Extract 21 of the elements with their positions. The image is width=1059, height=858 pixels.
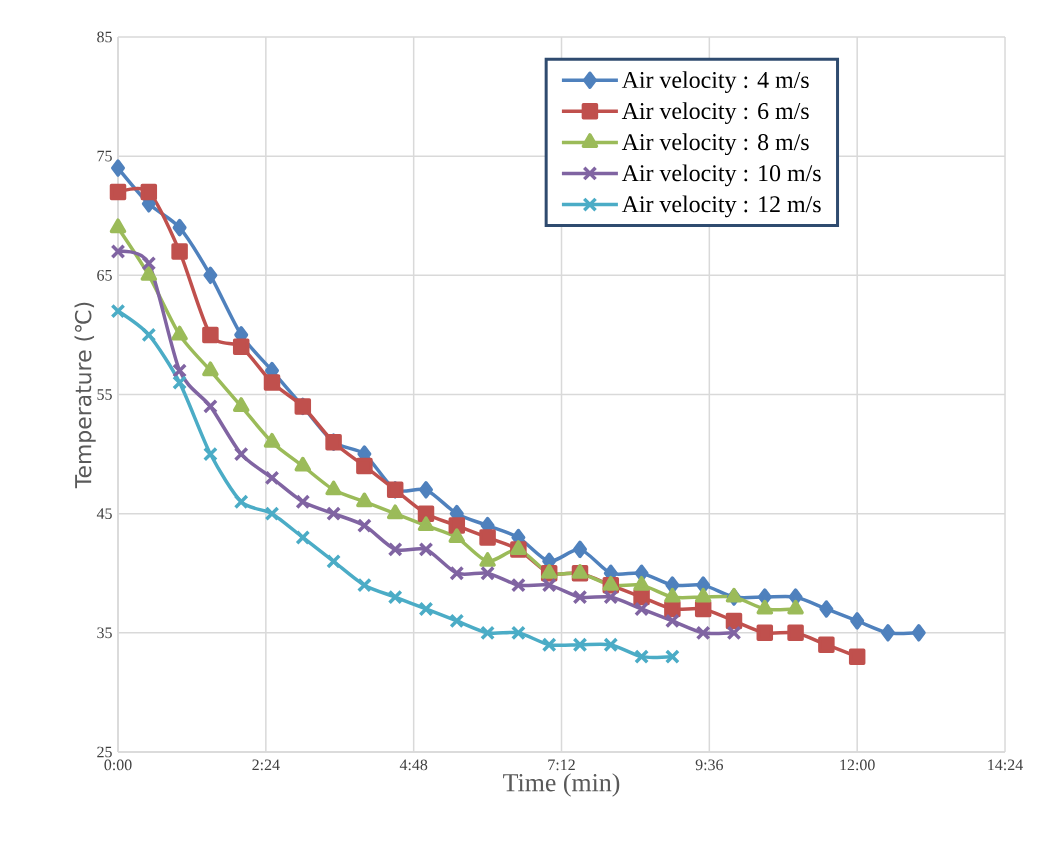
x-tick-label: 9:36	[695, 759, 724, 771]
x-tick-label: 4:48	[399, 759, 428, 771]
y-tick-label: 25	[97, 746, 112, 758]
legend-label: Air velocity : 12 m/s	[621, 195, 821, 218]
x-tick-label: 14:24	[988, 759, 1023, 771]
legend-label: Air velocity : 10 m/s	[621, 164, 821, 187]
legend-label: Air velocity : 4 m/s	[621, 71, 809, 93]
y-tick-label: 45	[96, 508, 112, 519]
y-tick-label: 55	[97, 389, 112, 400]
x-tick-label: 0:00	[104, 759, 132, 771]
y-tick-label: 65	[97, 269, 112, 281]
y-tick-label: 35	[97, 627, 112, 639]
y-tick-label: 85	[97, 31, 112, 43]
x-tick-label: 7:12	[548, 759, 575, 771]
x-axis-title: Time (min)	[503, 773, 620, 797]
x-tick-label: 12:00	[840, 759, 875, 771]
y-axis-title: Temperature (℃)	[74, 302, 96, 489]
legend-label: Air velocity : 8 m/s	[621, 133, 809, 156]
legend-label: Air velocity : 6 m/s	[621, 102, 809, 125]
y-tick-label: 75	[97, 150, 112, 162]
x-tick-label: 2:24	[252, 759, 280, 771]
